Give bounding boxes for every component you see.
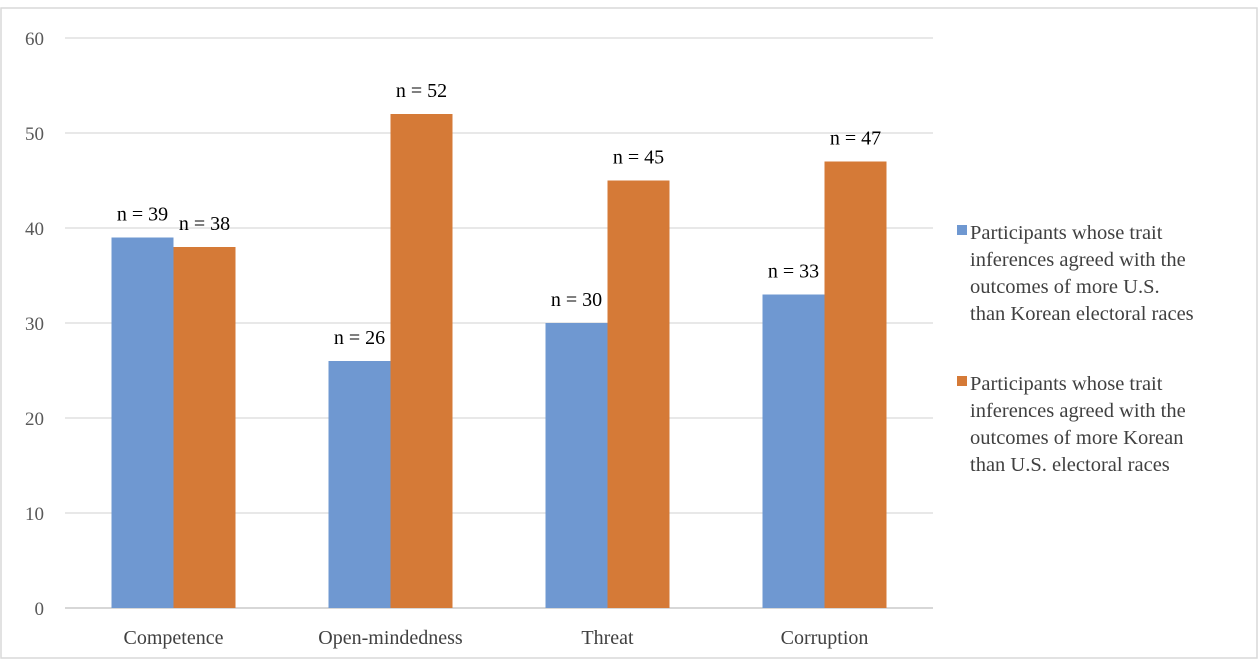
bars <box>111 114 887 608</box>
y-tick-label: 10 <box>25 504 44 525</box>
x-category-label: Competence <box>124 627 224 649</box>
data-label: n = 33 <box>768 261 819 283</box>
legend-text-line: outcomes of more Korean <box>970 427 1183 449</box>
bar-korean-more-corruption <box>824 161 887 608</box>
x-category-label: Threat <box>581 627 634 649</box>
y-tick-label: 60 <box>25 29 44 50</box>
y-axis-ticks: 0 10 20 30 40 50 60 <box>25 29 44 620</box>
bar-korean-more-threat <box>607 180 670 608</box>
data-label: n = 30 <box>551 289 602 311</box>
legend: Participants whose trait inferences agree… <box>957 222 1194 476</box>
legend-text-line: than U.S. electoral races <box>970 454 1170 476</box>
data-label: n = 38 <box>179 213 230 235</box>
bar-us-more-competence <box>111 237 174 608</box>
legend-text-line: than Korean electoral races <box>970 303 1194 325</box>
y-tick-label: 0 <box>35 599 45 620</box>
y-tick-label: 50 <box>25 124 44 145</box>
data-label: n = 26 <box>334 327 385 349</box>
legend-text-line: outcomes of more U.S. <box>970 276 1160 298</box>
x-category-label: Open-mindedness <box>318 627 463 649</box>
data-label: n = 47 <box>830 128 881 150</box>
data-label: n = 39 <box>117 204 168 226</box>
x-category-label: Corruption <box>781 627 869 649</box>
legend-swatch <box>957 376 967 386</box>
x-axis-categories: Competence Open-mindedness Threat Corruptio… <box>124 627 869 649</box>
bar-us-more-threat <box>545 323 608 608</box>
legend-text-line: inferences agreed with the <box>970 400 1186 422</box>
legend-text-line: Participants whose trait <box>970 222 1163 244</box>
bar-korean-more-open-mindedness <box>390 114 453 608</box>
bar-us-more-open-mindedness <box>328 361 391 608</box>
bar-us-more-corruption <box>762 294 825 608</box>
data-label: n = 45 <box>613 147 664 169</box>
y-tick-label: 40 <box>25 219 44 240</box>
legend-swatch <box>957 225 967 235</box>
data-labels: n = 39 n = 38 n = 26 n = 52 n = 30 n = 45 n = … <box>117 80 881 349</box>
y-tick-label: 30 <box>25 314 44 335</box>
legend-text-line: inferences agreed with the <box>970 249 1186 271</box>
bar-korean-more-competence <box>173 247 236 608</box>
legend-text-line: Participants whose trait <box>970 373 1163 395</box>
data-label: n = 52 <box>396 80 447 102</box>
y-tick-label: 20 <box>25 409 44 430</box>
